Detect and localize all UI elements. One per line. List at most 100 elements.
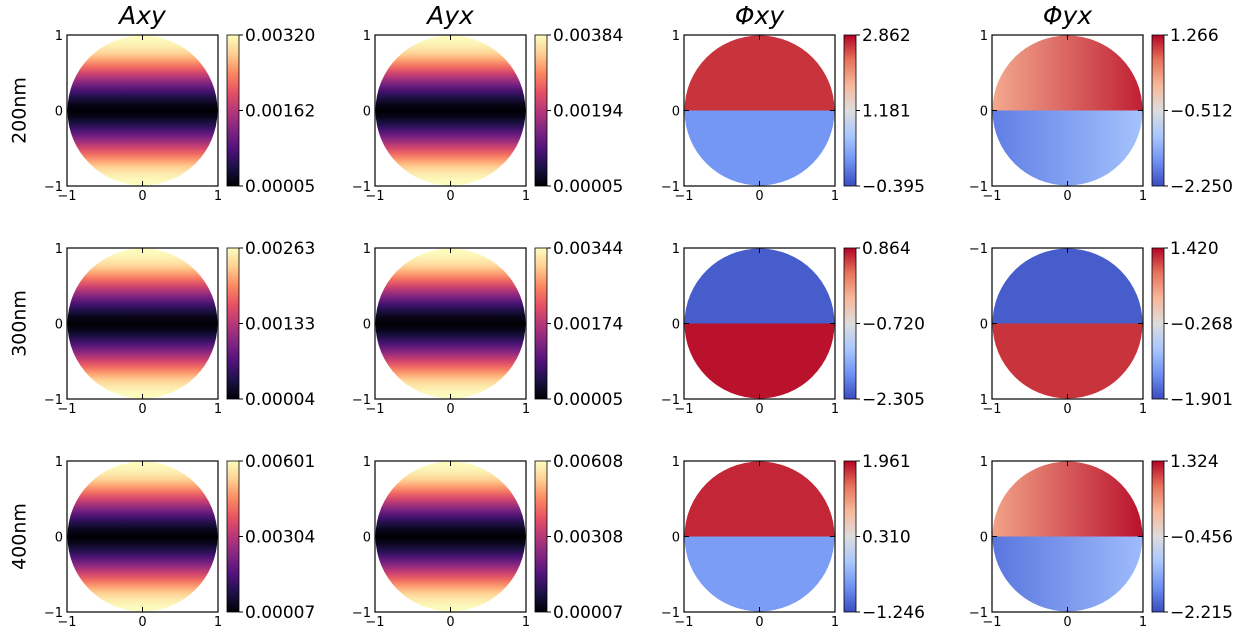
x-tick-label: 1 xyxy=(831,189,839,204)
colorbar-tick-label: −0.268 xyxy=(1170,315,1233,335)
column-title-2: Ayx xyxy=(425,1,474,30)
colorbar-tick-label: 0.00263 xyxy=(245,239,315,259)
column-title-3: Φxy xyxy=(735,1,785,30)
amplitude-disk xyxy=(375,248,526,399)
colorbar-tick-label: 0.00308 xyxy=(553,528,623,548)
phase-lower-half xyxy=(684,110,835,186)
colorbar-tick-label: 0.00304 xyxy=(245,528,315,548)
panel-Φxy-200nm: −1 0 1 1 0 −1 2.862 1.181 −0.395 xyxy=(661,26,925,204)
colorbar xyxy=(1151,247,1165,400)
panel-Ayx-200nm: −1 0 1 1 0 −1 0.00384 0.00194 0.00005 xyxy=(352,26,623,204)
colorbar xyxy=(534,34,548,187)
colorbar-tick-label: −0.395 xyxy=(862,177,925,197)
row-label-300nm: 300nm xyxy=(9,290,31,357)
row-labels: 200nm 300nm 400nm xyxy=(9,77,31,570)
colorbar xyxy=(843,34,857,187)
panels: −1 0 1 1 0 −1 0.00320 0.00162 0.00005 −1 0 1 1 0 −1 0.0… xyxy=(44,26,1233,630)
colorbar-tick-label: 1.181 xyxy=(862,102,911,122)
colorbar-tick-label: −0.512 xyxy=(1170,102,1233,122)
x-tick-label: 1 xyxy=(522,615,530,630)
phase-upper-half xyxy=(992,35,1143,111)
colorbar-tick-label: 0.00174 xyxy=(553,315,623,335)
colorbar-tick-label: 0.00005 xyxy=(553,390,623,410)
x-tick-label: 1 xyxy=(214,615,222,630)
x-tick-label: 0 xyxy=(755,402,763,417)
y-tick-label: 1 xyxy=(980,393,988,408)
amplitude-disk xyxy=(375,35,526,186)
y-tick-label: −1 xyxy=(44,393,63,408)
y-tick-label: 0 xyxy=(363,105,371,120)
x-tick-label: 1 xyxy=(522,402,530,417)
colorbar-tick-label: 0.00384 xyxy=(553,26,623,46)
x-tick-label: −1 xyxy=(674,402,693,417)
colorbar-tick-label: 1.324 xyxy=(1170,452,1219,472)
colorbar-tick-label: 0.00608 xyxy=(553,452,623,472)
y-tick-label: −1 xyxy=(352,393,371,408)
panel-Φxy-300nm: −1 0 1 1 0 −1 0.864 −0.720 −2.305 xyxy=(661,239,925,417)
colorbar xyxy=(534,460,548,613)
phase-upper-half xyxy=(992,461,1143,537)
colorbar-tick-label: 0.310 xyxy=(862,528,911,548)
x-tick-label: 1 xyxy=(1139,615,1147,630)
colorbar-tick-label: 0.00601 xyxy=(245,452,315,472)
y-tick-label: 1 xyxy=(980,455,988,470)
y-tick-label: −1 xyxy=(44,606,63,621)
colorbar xyxy=(843,460,857,613)
x-tick-label: 0 xyxy=(138,615,146,630)
phase-lower-half xyxy=(992,536,1143,612)
y-tick-label: 0 xyxy=(55,318,63,333)
y-tick-label: 0 xyxy=(672,531,680,546)
x-tick-label: 1 xyxy=(831,402,839,417)
y-tick-label: 0 xyxy=(672,105,680,120)
colorbar xyxy=(226,34,240,187)
x-tick-label: 1 xyxy=(1139,402,1147,417)
phase-lower-half xyxy=(992,323,1143,399)
y-tick-label: 1 xyxy=(672,29,680,44)
amplitude-disk xyxy=(67,248,218,399)
phase-upper-half xyxy=(684,35,835,111)
colorbar-tick-label: −0.456 xyxy=(1170,528,1233,548)
x-tick-label: 0 xyxy=(755,615,763,630)
row-label-400nm: 400nm xyxy=(9,503,31,570)
colorbar-tick-label: 2.862 xyxy=(862,26,911,46)
y-tick-label: 0 xyxy=(672,318,680,333)
column-titles: Axy Ayx Φxy Φyx xyxy=(117,1,1092,30)
x-tick-label: −1 xyxy=(57,402,76,417)
y-tick-label: 0 xyxy=(980,318,988,333)
y-tick-label: 1 xyxy=(672,455,680,470)
y-tick-label: 0 xyxy=(363,531,371,546)
y-tick-label: 1 xyxy=(363,29,371,44)
y-tick-label: −1 xyxy=(661,393,680,408)
panel-Φyx-400nm: −1 0 1 1 0 −1 1.324 −0.456 −2.215 xyxy=(969,452,1233,630)
colorbar-tick-label: −1.901 xyxy=(1170,390,1233,410)
colorbar xyxy=(843,247,857,400)
y-tick-label: −1 xyxy=(352,606,371,621)
x-tick-label: 0 xyxy=(138,402,146,417)
colorbar-tick-label: 0.00007 xyxy=(553,603,623,623)
x-tick-label: 1 xyxy=(214,402,222,417)
panel-Axy-200nm: −1 0 1 1 0 −1 0.00320 0.00162 0.00005 xyxy=(44,26,315,204)
y-tick-label: −1 xyxy=(969,180,988,195)
colorbar xyxy=(226,247,240,400)
column-title-4: Φyx xyxy=(1043,1,1092,30)
x-tick-label: 0 xyxy=(1063,402,1071,417)
colorbar-tick-label: 1.266 xyxy=(1170,26,1219,46)
y-tick-label: 0 xyxy=(55,531,63,546)
colorbar xyxy=(1151,460,1165,613)
colorbar-tick-label: 0.00162 xyxy=(245,102,315,122)
x-tick-label: −1 xyxy=(982,402,1001,417)
y-tick-label: 1 xyxy=(980,29,988,44)
amplitude-disk xyxy=(67,35,218,186)
x-tick-label: −1 xyxy=(57,615,76,630)
y-tick-label: 1 xyxy=(55,29,63,44)
x-tick-label: −1 xyxy=(674,615,693,630)
colorbar-tick-label: −2.215 xyxy=(1170,603,1233,623)
y-tick-label: 0 xyxy=(980,531,988,546)
y-tick-label: 1 xyxy=(55,455,63,470)
x-tick-label: 1 xyxy=(831,615,839,630)
x-tick-label: −1 xyxy=(674,189,693,204)
y-tick-label: 1 xyxy=(672,242,680,257)
colorbar-tick-label: 0.00133 xyxy=(245,315,315,335)
colorbar-tick-label: 0.864 xyxy=(862,239,911,259)
